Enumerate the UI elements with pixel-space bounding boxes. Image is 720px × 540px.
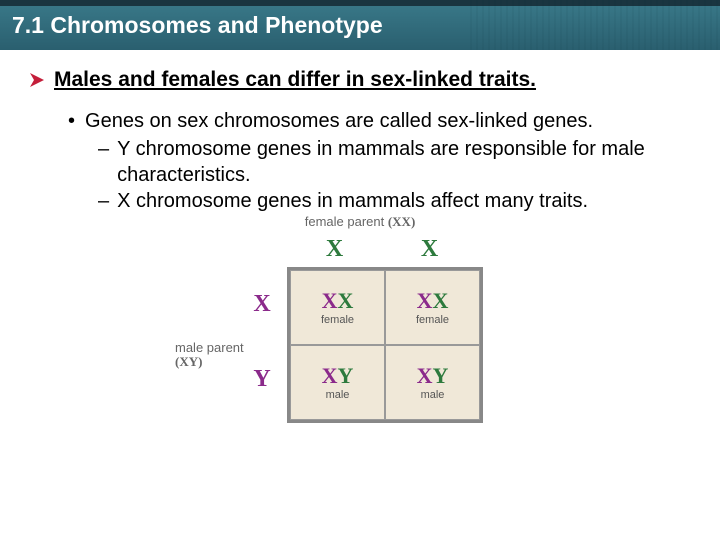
bullet-arrow-icon bbox=[30, 73, 44, 87]
punnett-diagram: female parent (XX) X X X male parent (XY… bbox=[30, 236, 690, 423]
header-bar: 7.1 Chromosomes and Phenotype bbox=[0, 0, 720, 50]
bullet-dot-icon: • bbox=[68, 108, 75, 134]
punnett-cell: XX female bbox=[290, 270, 385, 345]
cell-sex: female bbox=[321, 314, 354, 326]
male-label-geno: (XY) bbox=[175, 354, 202, 369]
bullet-item: • Genes on sex chromosomes are called se… bbox=[68, 108, 690, 134]
row-header-1: X bbox=[237, 267, 287, 342]
dash-icon: – bbox=[98, 188, 109, 214]
cell-sex: male bbox=[326, 389, 350, 401]
cell-genotype: XX bbox=[417, 290, 449, 312]
sub-text: X chromosome genes in mammals affect man… bbox=[117, 188, 588, 214]
female-label-geno: (XX) bbox=[388, 214, 415, 229]
col-header-1: X bbox=[287, 236, 382, 263]
punnett-cell: XX female bbox=[385, 270, 480, 345]
sub-item: – X chromosome genes in mammals affect m… bbox=[98, 188, 690, 214]
cell-sex: male bbox=[421, 389, 445, 401]
punnett-outer: female parent (XX) X X X male parent (XY… bbox=[237, 236, 483, 423]
cell-genotype: XY bbox=[417, 365, 449, 387]
cell-genotype: XX bbox=[322, 290, 354, 312]
male-parent-label: male parent (XY) bbox=[175, 341, 255, 370]
punnett-main-row: X male parent (XY) Y XX female XX female bbox=[237, 263, 483, 423]
header-title: 7.1 Chromosomes and Phenotype bbox=[12, 12, 383, 39]
dash-icon: – bbox=[98, 136, 109, 188]
bullet-list: • Genes on sex chromosomes are called se… bbox=[30, 108, 690, 214]
punnett-cell: XY male bbox=[290, 345, 385, 420]
sub-item: – Y chromosome genes in mammals are resp… bbox=[98, 136, 690, 188]
cell-genotype: XY bbox=[322, 365, 354, 387]
female-parent-label: female parent (XX) bbox=[305, 214, 416, 230]
punnett-grid: XX female XX female XY male XY male bbox=[287, 267, 483, 423]
sub-text: Y chromosome genes in mammals are respon… bbox=[117, 136, 690, 188]
subheading-row: Males and females can differ in sex-link… bbox=[30, 68, 690, 92]
sub-list: – Y chromosome genes in mammals are resp… bbox=[68, 136, 690, 214]
column-headers: X X bbox=[287, 236, 483, 263]
bullet-text: Genes on sex chromosomes are called sex-… bbox=[85, 108, 593, 134]
female-label-text: female parent bbox=[305, 214, 388, 229]
cell-sex: female bbox=[416, 314, 449, 326]
content-area: Males and females can differ in sex-link… bbox=[0, 50, 720, 423]
subheading: Males and females can differ in sex-link… bbox=[54, 68, 536, 92]
col-header-2: X bbox=[382, 236, 477, 263]
male-label-text: male parent bbox=[175, 340, 244, 355]
header-pattern bbox=[470, 0, 720, 50]
punnett-cell: XY male bbox=[385, 345, 480, 420]
row-headers: X male parent (XY) Y bbox=[237, 267, 287, 423]
